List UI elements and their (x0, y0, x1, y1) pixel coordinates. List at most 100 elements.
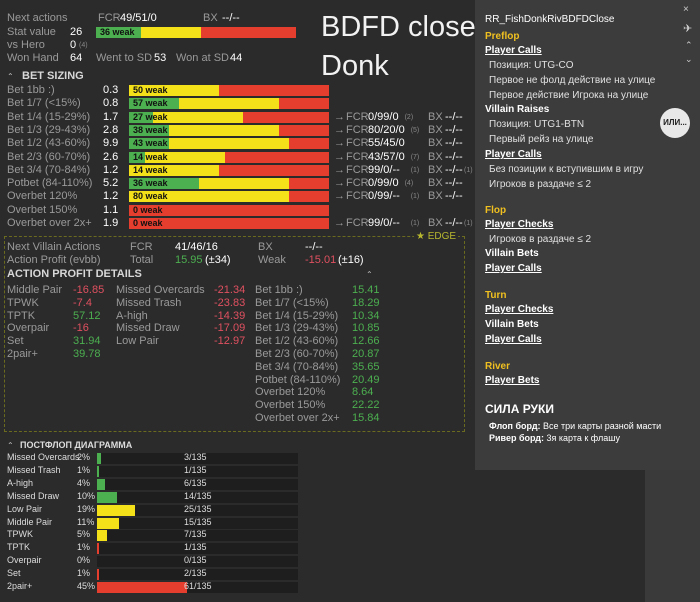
bet-row-bar-label: 0 weak (133, 218, 163, 228)
close-icon[interactable]: × (683, 4, 689, 15)
bet-row-bx: --/-- (445, 110, 463, 123)
ri-player-bets-link[interactable]: Player Bets (485, 375, 540, 386)
collapse-bet-sizing-icon[interactable]: ⌃ (7, 72, 14, 81)
postflop-row-label: TPTK (7, 542, 31, 553)
river-board-row: Ривер борд: 3я карта к флашу (489, 433, 620, 443)
pc2-players: Игроков в раздаче ≤ 2 (489, 179, 592, 190)
bet-row-bar: 43 weak (129, 138, 329, 150)
postflop-row-bar-bg (97, 582, 298, 593)
edge-frame (4, 236, 465, 432)
bet-row-bar: 14 weak (129, 151, 329, 163)
bet-row-label: Overbet 150% (7, 203, 78, 216)
or-button[interactable]: ИЛИ... (660, 108, 690, 138)
profit-hand-label: TPWK (7, 296, 39, 309)
postflop-row-pct: 11% (77, 516, 95, 527)
bet-row-bx-label: BX (428, 177, 443, 190)
profit-missed-value: -12.97 (214, 335, 246, 348)
bet-row-fcr: 43/57/0 (368, 150, 405, 163)
bet-sizing-title: BET SIZING (22, 70, 84, 82)
chevron-up-icon[interactable]: ⌃ (685, 40, 693, 50)
postflop-row-bar-bg (97, 530, 298, 542)
postflop-row-label: 2pair+ (7, 581, 33, 591)
fl-player-checks-link[interactable]: Player Checks (485, 219, 554, 230)
pf-player-calls2-link[interactable]: Player Calls (485, 149, 542, 160)
overlay-title-line1: BDFD close (321, 11, 476, 43)
bet-row-fcr-label: FCR (346, 190, 369, 203)
profit-missed-value: -14.39 (214, 309, 246, 322)
postflop-row-bar (97, 504, 136, 516)
bet-row-bar-label: 57 weak (133, 98, 168, 109)
bet-row-bx-sub: (1) (464, 166, 473, 174)
bet-row-value: 0.8 (103, 97, 119, 110)
postflop-row-count: 7/135 (184, 529, 207, 540)
profit-hand-value: -16 (73, 322, 89, 335)
postflop-row-bar-bg (97, 478, 298, 490)
fcr-value: 49/51/0 (120, 12, 157, 24)
fl-player-calls-link[interactable]: Player Calls (485, 263, 542, 274)
collapse-profit-icon[interactable]: ⌃ (366, 270, 373, 279)
won-sd-value: 44 (230, 52, 243, 64)
postflop-row-label: Middle Pair (7, 516, 53, 527)
postflop-row-bar-bg (97, 504, 298, 516)
bet-row-value: 1.1 (103, 203, 119, 216)
profit-bet-value: 18.29 (352, 296, 380, 309)
profit-bet-value: 12.66 (352, 335, 380, 348)
weak-label: Weak (258, 254, 286, 266)
collapse-postflop-icon[interactable]: ⌃ (7, 441, 14, 450)
pin-icon[interactable]: ✈ (683, 23, 693, 35)
bet-row-arrow: → (334, 150, 345, 163)
villain-bx-value: --/-- (305, 241, 323, 253)
vr-position: Позиция: UTG1-BTN (489, 119, 585, 130)
postflop-row-bar (97, 530, 108, 542)
bet-row-fcr-sub: (1) (410, 166, 420, 174)
postflop-row-count: 15/135 (184, 516, 212, 527)
postflop-row-bar (97, 478, 106, 490)
bet-row-value: 1.7 (103, 110, 119, 123)
postflop-row-pct: 1% (77, 464, 91, 475)
postflop-row-label: Missed Trash (7, 464, 61, 475)
villain-bx-label: BX (258, 241, 273, 253)
bet-row-label: Bet 2/3 (60-70%) (7, 150, 91, 163)
won-sd-label: Won at SD (176, 52, 229, 64)
tu-villain-bets: Villain Bets (485, 319, 539, 330)
postflop-row-count: 14/135 (184, 490, 212, 501)
flop-board-row: Флоп борд: Все три карты разной масти (489, 421, 661, 431)
postflop-row-bar-bg (97, 556, 298, 568)
profit-bet-value: 20.87 (352, 348, 380, 360)
bet-row-fcr: 0/99/0 (368, 110, 399, 123)
bx-value: --/-- (222, 12, 240, 24)
tu-player-calls-link[interactable]: Player Calls (485, 334, 542, 345)
postflop-row-bar-bg (97, 569, 298, 581)
tu-player-checks-link[interactable]: Player Checks (485, 304, 554, 315)
bet-row-bar: 38 weak (129, 124, 329, 136)
bet-row-arrow: → (334, 217, 345, 229)
postflop-row-label: Set (7, 568, 21, 579)
flop-heading: Flop (485, 205, 507, 216)
profit-missed-label: Missed Draw (116, 322, 180, 335)
total-label: Total (130, 254, 154, 266)
chevron-down-icon[interactable]: ⌄ (685, 54, 693, 64)
bet-row-fcr: 80/20/0 (368, 123, 405, 136)
profit-hand-label: Middle Pair (7, 284, 63, 296)
bet-row-arrow: → (334, 110, 345, 123)
stat-bar-label: 36 weak (100, 27, 135, 37)
profit-bet-value: 10.85 (352, 322, 380, 335)
bet-row-bar-label: 43 weak (133, 138, 168, 149)
vs-hero-sub: (4) (79, 42, 88, 49)
villain-fcr-label: FCR (130, 241, 153, 253)
bet-row-bar-label: 27 weak (133, 111, 168, 122)
bet-row-bar-label: 50 weak (133, 85, 168, 95)
pf-player-calls-link[interactable]: Player Calls (485, 45, 542, 56)
pf-first-player-action: Первое действие Игрока на улице (489, 90, 649, 101)
profit-hand-label: TPTK (7, 309, 36, 322)
postflop-row-count: 6/135 (184, 477, 207, 488)
profit-missed-label: Missed Overcards (116, 284, 205, 296)
bet-row-bx: --/-- (445, 137, 463, 150)
postflop-row-bar (97, 582, 188, 593)
profit-missed-label: Low Pair (116, 335, 159, 348)
bet-row-fcr-sub: (5) (410, 126, 420, 134)
won-hand-value: 64 (70, 52, 83, 64)
bet-row-fcr: 0/99/-- (368, 190, 400, 203)
bet-row-fcr-label: FCR (346, 217, 369, 229)
river-heading: River (485, 361, 511, 372)
